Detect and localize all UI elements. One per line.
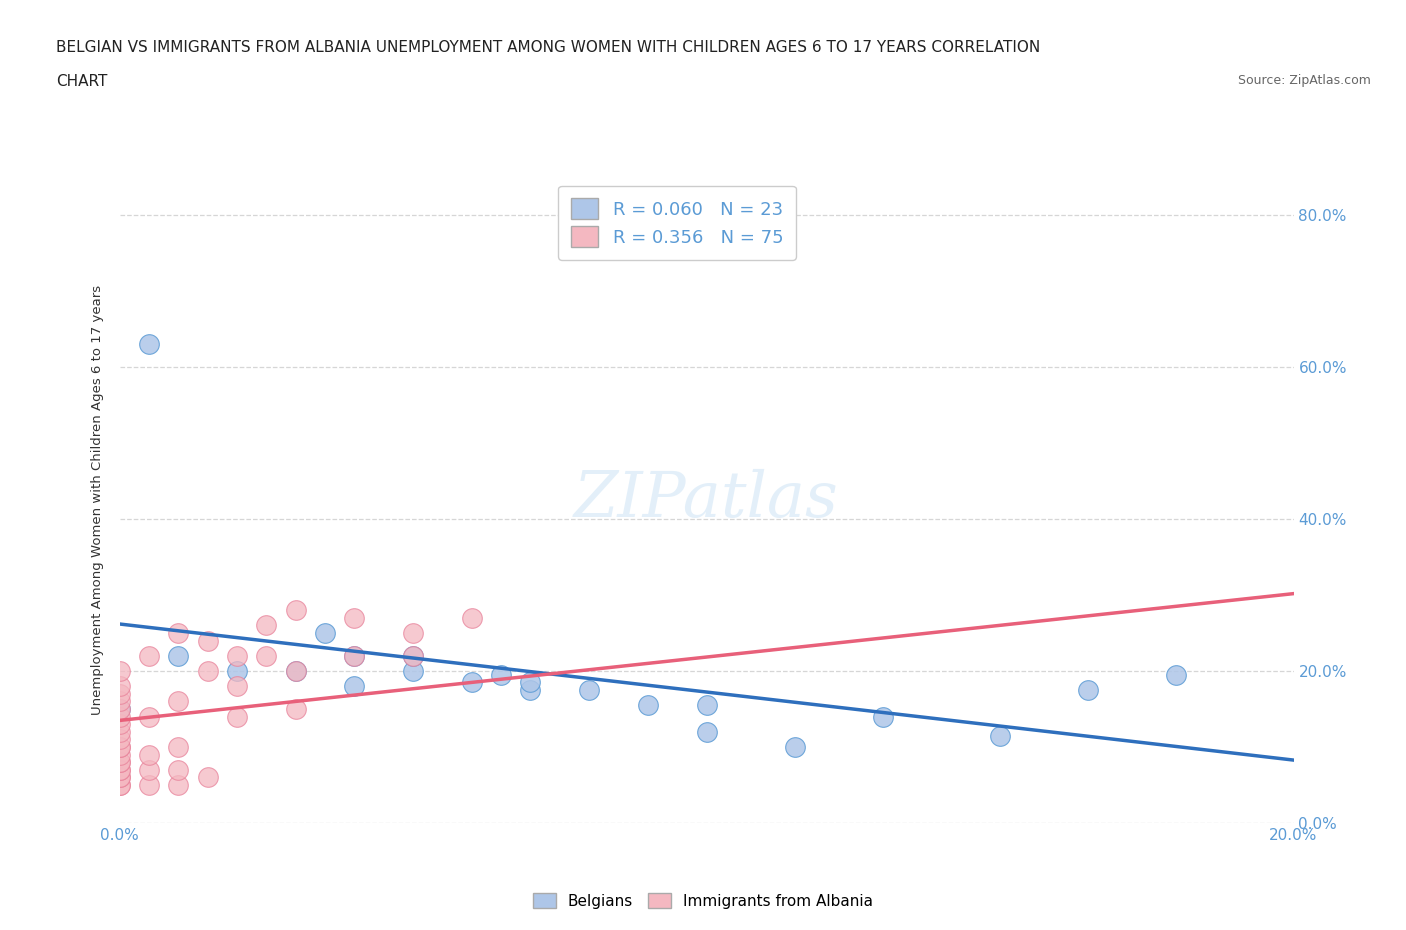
Point bbox=[138, 710, 160, 724]
Point bbox=[108, 663, 131, 678]
Point bbox=[284, 603, 307, 618]
Point bbox=[108, 679, 131, 694]
Text: BELGIAN VS IMMIGRANTS FROM ALBANIA UNEMPLOYMENT AMONG WOMEN WITH CHILDREN AGES 6: BELGIAN VS IMMIGRANTS FROM ALBANIA UNEMP… bbox=[56, 40, 1040, 55]
Point bbox=[402, 626, 425, 641]
Legend: R = 0.060   N = 23, R = 0.356   N = 75: R = 0.060 N = 23, R = 0.356 N = 75 bbox=[558, 186, 796, 260]
Point bbox=[108, 770, 131, 785]
Point bbox=[167, 626, 190, 641]
Point bbox=[225, 648, 249, 663]
Point bbox=[696, 724, 718, 739]
Point bbox=[197, 633, 219, 648]
Point bbox=[108, 724, 131, 739]
Point bbox=[108, 770, 131, 785]
Point bbox=[108, 739, 131, 754]
Point bbox=[314, 626, 336, 641]
Y-axis label: Unemployment Among Women with Children Ages 6 to 17 years: Unemployment Among Women with Children A… bbox=[90, 285, 104, 715]
Point bbox=[254, 618, 277, 632]
Point bbox=[108, 701, 131, 716]
Point bbox=[284, 663, 307, 678]
Point bbox=[138, 337, 160, 352]
Point bbox=[108, 755, 131, 770]
Text: Source: ZipAtlas.com: Source: ZipAtlas.com bbox=[1237, 74, 1371, 87]
Point bbox=[460, 610, 484, 625]
Point bbox=[254, 648, 277, 663]
Point bbox=[637, 698, 659, 712]
Legend: Belgians, Immigrants from Albania: Belgians, Immigrants from Albania bbox=[526, 886, 880, 915]
Point bbox=[167, 777, 190, 792]
Point bbox=[402, 648, 425, 663]
Text: ZIPatlas: ZIPatlas bbox=[574, 469, 839, 531]
Point bbox=[167, 763, 190, 777]
Point bbox=[108, 686, 131, 701]
Point bbox=[225, 663, 249, 678]
Point bbox=[138, 747, 160, 762]
Point bbox=[225, 710, 249, 724]
Point bbox=[108, 777, 131, 792]
Point bbox=[108, 755, 131, 770]
Point bbox=[284, 701, 307, 716]
Point bbox=[489, 668, 512, 683]
Text: CHART: CHART bbox=[56, 74, 108, 89]
Point bbox=[108, 739, 131, 754]
Point bbox=[108, 777, 131, 792]
Point bbox=[108, 763, 131, 777]
Point bbox=[343, 648, 366, 663]
Point bbox=[284, 663, 307, 678]
Point bbox=[460, 675, 484, 690]
Point bbox=[783, 739, 806, 754]
Point bbox=[138, 763, 160, 777]
Point bbox=[402, 663, 425, 678]
Point bbox=[108, 732, 131, 747]
Point bbox=[519, 675, 541, 690]
Point bbox=[138, 777, 160, 792]
Point bbox=[519, 683, 541, 698]
Point bbox=[343, 679, 366, 694]
Point bbox=[1164, 668, 1187, 683]
Point bbox=[167, 694, 190, 709]
Point bbox=[108, 694, 131, 709]
Point bbox=[343, 648, 366, 663]
Point bbox=[1077, 683, 1099, 698]
Point bbox=[197, 770, 219, 785]
Point bbox=[696, 698, 718, 712]
Point bbox=[402, 648, 425, 663]
Point bbox=[872, 710, 894, 724]
Point bbox=[167, 648, 190, 663]
Point bbox=[138, 648, 160, 663]
Point bbox=[197, 663, 219, 678]
Point bbox=[108, 710, 131, 724]
Point bbox=[108, 763, 131, 777]
Point bbox=[578, 683, 600, 698]
Point bbox=[108, 701, 131, 716]
Point bbox=[108, 717, 131, 732]
Point bbox=[167, 739, 190, 754]
Point bbox=[988, 728, 1011, 743]
Point bbox=[225, 679, 249, 694]
Point bbox=[343, 610, 366, 625]
Point bbox=[108, 747, 131, 762]
